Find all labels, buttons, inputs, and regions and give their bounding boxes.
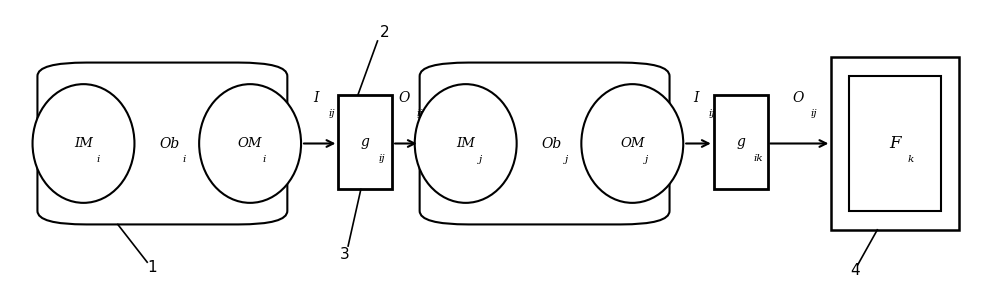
Text: IM: IM bbox=[74, 137, 93, 150]
Text: Ob: Ob bbox=[542, 137, 562, 150]
Ellipse shape bbox=[581, 84, 683, 203]
Text: 4: 4 bbox=[850, 263, 860, 278]
Text: 1: 1 bbox=[147, 260, 157, 275]
Bar bbox=[338, 95, 392, 189]
Text: O: O bbox=[398, 91, 410, 105]
Text: ij: ij bbox=[378, 154, 385, 163]
Text: ij: ij bbox=[811, 109, 817, 118]
Text: ij: ij bbox=[417, 109, 423, 118]
Text: ij: ij bbox=[709, 109, 715, 118]
Text: ik: ik bbox=[753, 154, 763, 163]
Bar bbox=[849, 76, 941, 211]
Text: g: g bbox=[736, 135, 745, 149]
Text: Ob: Ob bbox=[160, 137, 180, 150]
Text: j: j bbox=[645, 155, 648, 164]
Text: i: i bbox=[182, 155, 186, 164]
FancyBboxPatch shape bbox=[37, 63, 287, 224]
Text: OM: OM bbox=[238, 137, 262, 150]
Text: i: i bbox=[96, 155, 100, 164]
Text: i: i bbox=[263, 155, 266, 164]
Text: I: I bbox=[313, 91, 319, 105]
FancyBboxPatch shape bbox=[420, 63, 670, 224]
Text: 2: 2 bbox=[380, 25, 389, 40]
Text: k: k bbox=[908, 155, 914, 164]
Bar bbox=[714, 95, 768, 189]
Text: F: F bbox=[889, 135, 901, 152]
Text: g: g bbox=[361, 135, 370, 149]
Text: 3: 3 bbox=[340, 247, 350, 262]
Text: O: O bbox=[792, 91, 804, 105]
Text: OM: OM bbox=[620, 137, 645, 150]
Text: j: j bbox=[478, 155, 482, 164]
Text: IM: IM bbox=[456, 137, 475, 150]
Text: ij: ij bbox=[328, 109, 335, 118]
Bar bbox=[831, 57, 959, 230]
Ellipse shape bbox=[33, 84, 134, 203]
Ellipse shape bbox=[415, 84, 517, 203]
Text: j: j bbox=[565, 155, 568, 164]
Ellipse shape bbox=[199, 84, 301, 203]
Text: I: I bbox=[693, 91, 699, 105]
